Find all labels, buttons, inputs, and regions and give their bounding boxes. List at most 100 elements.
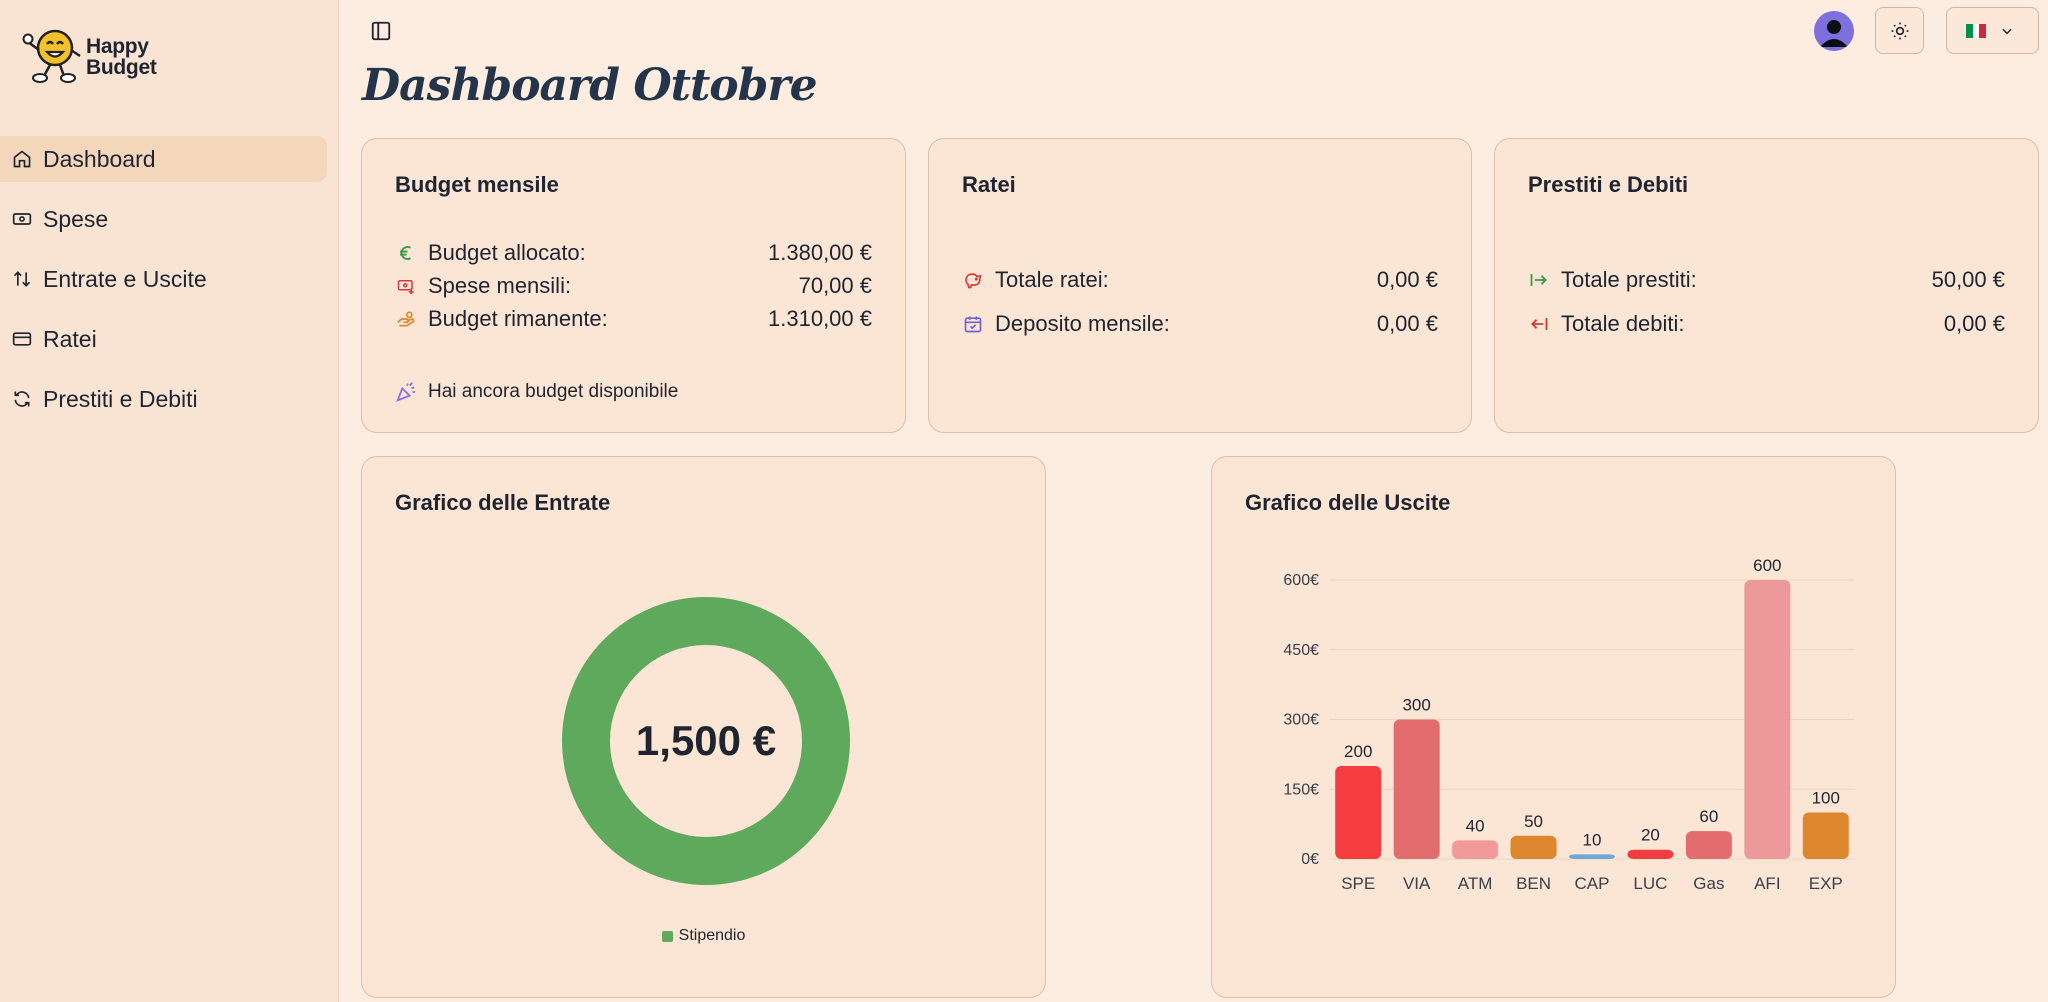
flag-stripe-white [1972,23,1980,38]
budget-note-text: Hai ancora budget disponibile [428,381,679,402]
theme-toggle-button[interactable] [1875,7,1924,54]
x-tick-label: SPE [1341,874,1375,893]
arrow-left-to-line-icon [1528,313,1550,335]
income-chart-legend[interactable]: Stipendio [362,927,1045,945]
sidebar-item-ratei[interactable]: Ratei [0,316,327,362]
panel-left-icon [371,21,391,41]
loans-total-value: 50,00 € [1931,267,2005,292]
sidebar-item-label: Prestiti e Debiti [43,385,198,412]
page-title: Dashboard Ottobre [362,60,818,111]
bar[interactable] [1452,840,1499,859]
x-tick-label: Gas [1693,874,1724,893]
debts-total-row: Totale debiti: 0,00 € [1528,309,2005,339]
user-icon [1820,20,1848,47]
sidebar: Happy Budget Dashboard Spese Entrate e U… [0,0,339,1002]
app-logo[interactable]: Happy Budget [22,22,162,86]
bar-value-label: 100 [1812,789,1840,808]
budget-remaining-label: Budget rimanente: [428,306,608,331]
income-chart-card: Grafico delle Entrate 1,500 € Stipendio [361,456,1046,998]
arrow-right-to-line-icon [1528,269,1550,291]
x-tick-label: BEN [1516,874,1551,893]
sidebar-nav: Dashboard Spese Entrate e Uscite Ratei P… [0,136,339,436]
sidebar-item-entrate-uscite[interactable]: Entrate e Uscite [0,256,327,302]
card-title: Grafico delle Entrate [395,490,611,515]
card-title: Budget mensile [395,172,559,197]
user-avatar[interactable] [1814,11,1854,51]
y-tick-label: 600€ [1283,572,1319,589]
bar[interactable] [1802,812,1849,860]
bar[interactable] [1510,835,1557,859]
party-popper-icon [395,381,417,403]
ratei-deposit-value: 0,00 € [1376,311,1438,336]
y-tick-label: 300€ [1283,712,1319,729]
sidebar-toggle-button[interactable] [368,18,394,44]
bar[interactable] [1744,580,1791,859]
language-select[interactable] [1946,7,2039,54]
bar-value-label: 300 [1402,696,1430,715]
budget-spent-row: Spese mensili: 70,00 € [395,271,872,301]
x-tick-label: AFI [1754,874,1780,893]
bar-value-label: 60 [1699,807,1718,826]
budget-remaining-value: 1.310,00 € [768,306,872,331]
bar-value-label: 200 [1344,742,1372,761]
flag-stripe-green [1966,23,1973,38]
bar[interactable] [1627,849,1674,859]
budget-spent-value: 70,00 € [798,273,872,298]
legend-swatch [661,930,673,942]
x-tick-label: LUC [1633,874,1667,893]
x-tick-label: CAP [1575,874,1610,893]
home-icon [12,149,32,169]
sidebar-item-label: Spese [43,205,109,232]
credit-card-icon [12,329,32,349]
sidebar-item-spese[interactable]: Spese [0,196,327,242]
wallet-down-icon [395,275,417,297]
budget-card: Budget mensile Budget allocato: 1.380,00… [361,138,906,433]
income-donut-chart: 1,500 € [560,595,852,887]
app-name: Happy Budget [86,35,157,79]
y-tick-label: 0€ [1301,851,1319,868]
sidebar-item-dashboard[interactable]: Dashboard [0,136,327,182]
ratei-total-row: Totale ratei: 0,00 € [962,265,1438,295]
debts-total-label: Totale debiti: [1561,311,1685,336]
y-tick-label: 150€ [1283,781,1319,798]
card-title: Grafico delle Uscite [1245,490,1451,515]
ratei-total-label: Totale ratei: [995,267,1109,292]
hand-coins-icon [395,308,417,330]
budget-allocated-value: 1.380,00 € [768,240,872,265]
bar[interactable] [1393,719,1440,860]
x-tick-label: EXP [1809,874,1843,893]
calendar-check-icon [962,313,984,335]
sun-icon [1891,22,1908,39]
donut-slice[interactable] [562,597,850,885]
budget-spent-label: Spese mensili: [428,273,572,298]
loans-card: Prestiti e Debiti Totale prestiti: 50,00… [1494,138,2039,433]
legend-label: Stipendio [678,927,746,944]
arrows-up-down-icon [12,269,32,289]
budget-remaining-row: Budget rimanente: 1.310,00 € [395,304,872,334]
bar[interactable] [1569,854,1615,859]
sidebar-item-label: Ratei [43,325,97,352]
sidebar-item-label: Entrate e Uscite [43,265,207,292]
refresh-icon [12,389,32,409]
piggy-bank-icon [962,269,984,291]
bar-value-label: 10 [1583,830,1602,849]
bar-value-label: 600 [1753,556,1781,575]
bar[interactable] [1685,831,1732,859]
debts-total-value: 0,00 € [1943,311,2005,336]
donut-center-value: 1,500 € [635,717,777,764]
bar-value-label: 40 [1466,816,1485,835]
bar-value-label: 50 [1524,812,1543,831]
y-tick-label: 450€ [1283,642,1319,659]
ratei-card: Ratei Totale ratei: 0,00 € Deposito mens… [928,138,1472,433]
banknote-icon [12,209,32,229]
euro-icon [395,242,417,264]
ratei-deposit-row: Deposito mensile: 0,00 € [962,309,1438,339]
sidebar-item-prestiti-debiti[interactable]: Prestiti e Debiti [0,376,327,422]
bar[interactable] [1335,766,1382,859]
x-tick-label: VIA [1403,874,1431,893]
card-title: Prestiti e Debiti [1528,172,1689,197]
loans-total-label: Totale prestiti: [1561,267,1697,292]
loans-total-row: Totale prestiti: 50,00 € [1528,265,2005,295]
sidebar-item-label: Dashboard [43,145,156,172]
budget-note: Hai ancora budget disponibile [395,381,678,403]
